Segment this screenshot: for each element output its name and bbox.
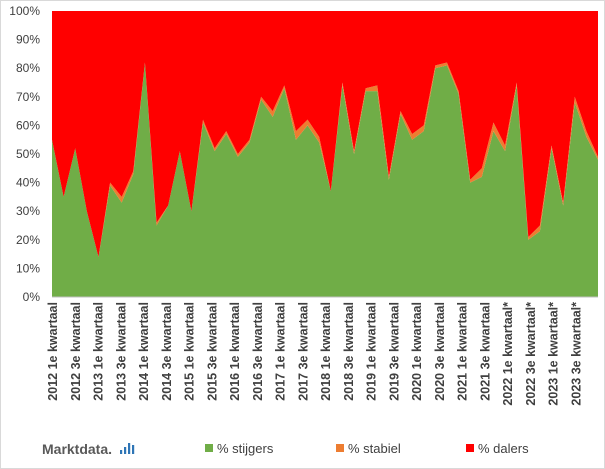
- y-tick-label: 50%: [16, 147, 40, 161]
- y-tick-label: 40%: [16, 176, 40, 190]
- x-tick-label: 2019 1e kwartaal: [365, 302, 379, 401]
- y-tick-label: 20%: [16, 233, 40, 247]
- y-tick-label: 100%: [9, 4, 40, 18]
- x-tick-label: 2014 3e kwartaal: [160, 302, 174, 401]
- area-series-0: [52, 62, 598, 298]
- legend-swatch: [205, 444, 213, 452]
- y-tick-label: 80%: [16, 61, 40, 75]
- x-tick-label: 2023 1e kwartaal*: [547, 302, 561, 406]
- chart-legend: % stijgers % stabiel % dalers: [205, 441, 529, 456]
- legend-swatch: [466, 444, 474, 452]
- area-series-2: [52, 11, 598, 257]
- x-tick-label: 2017 3e kwartaal: [296, 302, 310, 401]
- y-tick-label: 0%: [23, 290, 41, 304]
- legend-swatch: [336, 444, 344, 452]
- y-tick-label: 90%: [16, 33, 40, 47]
- brand-name: Marktdata.: [42, 441, 112, 457]
- y-tick-label: 10%: [16, 261, 40, 275]
- legend-label: % stijgers: [217, 441, 274, 456]
- y-tick-label: 30%: [16, 204, 40, 218]
- x-tick-label: 2020 1e kwartaal: [410, 302, 424, 401]
- x-tick-label: 2023 3e kwartaal*: [569, 302, 583, 406]
- x-tick-label: 2022 3e kwartaal*: [524, 302, 538, 406]
- x-axis-tick-labels: 2012 1e kwartaal 2012 3e kwartaal 2013 1e …: [46, 302, 583, 406]
- x-tick-label: 2012 1e kwartaal: [46, 302, 60, 401]
- x-tick-label: 2013 1e kwartaal: [92, 302, 106, 401]
- x-tick-label: 2012 3e kwartaal: [69, 302, 83, 401]
- x-tick-label: 2022 1e kwartaal*: [501, 302, 515, 406]
- x-tick-label: 2014 1e kwartaal: [137, 302, 151, 401]
- x-tick-label: 2015 1e kwartaal: [183, 302, 197, 401]
- x-tick-label: 2013 3e kwartaal: [114, 302, 128, 401]
- x-tick-label: 2017 1e kwartaal: [274, 302, 288, 401]
- x-tick-label: 2018 1e kwartaal: [319, 302, 333, 401]
- x-tick-label: 2021 1e kwartaal: [456, 302, 470, 401]
- legend-label: % stabiel: [348, 441, 401, 456]
- x-tick-label: 2020 3e kwartaal: [433, 302, 447, 401]
- y-tick-label: 60%: [16, 118, 40, 132]
- legend-label: % dalers: [478, 441, 529, 456]
- brand-logo: Marktdata.: [42, 441, 135, 457]
- bar-chart-icon: [120, 443, 135, 454]
- y-tick-label: 70%: [16, 90, 40, 104]
- y-axis-tick-labels: 0% 10% 20% 30% 40% 50% 60% 70% 80% 90% 100%: [9, 4, 40, 304]
- x-tick-label: 2018 3e kwartaal: [342, 302, 356, 401]
- x-tick-label: 2015 3e kwartaal: [205, 302, 219, 401]
- series-areas: [52, 11, 598, 298]
- x-tick-label: 2019 3e kwartaal: [387, 302, 401, 401]
- x-tick-label: 2021 3e kwartaal: [478, 302, 492, 401]
- x-tick-label: 2016 3e kwartaal: [251, 302, 265, 401]
- x-tick-label: 2016 1e kwartaal: [228, 302, 242, 401]
